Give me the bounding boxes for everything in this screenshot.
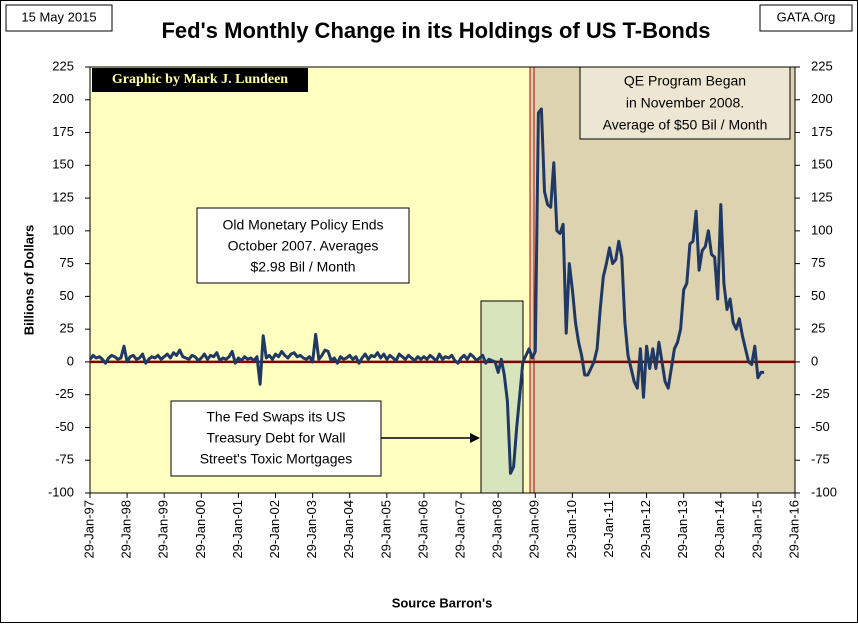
x-tick-label: 29-Jan-10	[564, 500, 579, 559]
annotation: Street's Toxic Mortgages	[200, 451, 353, 467]
y2-tick-label: 225	[811, 58, 833, 73]
y-tick-label: 75	[60, 255, 74, 270]
y-tick-label: 0	[67, 353, 74, 368]
annotation: Treasury Debt for Wall	[207, 430, 346, 446]
y-tick-label: 100	[52, 222, 74, 237]
annotation-box	[196, 207, 410, 284]
y2-tick-label: 200	[811, 91, 833, 106]
x-tick-label: 29-Jan-03	[304, 500, 319, 559]
x-tick-label: 29-Jan-02	[267, 500, 282, 559]
chart-title: Fed's Monthly Change in its Holdings of …	[161, 18, 710, 43]
x-tick-label: 29-Jan-13	[675, 500, 690, 559]
x-tick-label: 29-Jan-97	[81, 500, 96, 559]
date: 15 May 2015	[21, 9, 96, 24]
plot-frame	[89, 66, 796, 494]
y-tick-label: 125	[52, 190, 74, 205]
swap-region	[480, 300, 524, 494]
y2-tick-label: 100	[811, 222, 833, 237]
y-tick-label: -100	[48, 484, 74, 499]
x-tick-label: 29-Jan-05	[378, 500, 393, 559]
annotation: QE Program Began	[624, 73, 746, 89]
x-tick-label: 29-Jan-99	[156, 500, 171, 559]
site: GATA.Org	[777, 9, 836, 24]
y-tick-label: 150	[52, 157, 74, 172]
y-tick-label: 25	[60, 321, 74, 336]
x-tick-label: 29-Jan-15	[749, 500, 764, 559]
annotation: The Fed Swaps its US	[206, 409, 345, 425]
y2-tick-label: 25	[811, 321, 825, 336]
y-axis-label: Billions of Dollars	[21, 225, 36, 336]
x-tick-label: 29-Jan-06	[415, 500, 430, 559]
y-tick-label: -25	[55, 386, 74, 401]
annotation-box	[579, 66, 791, 140]
y2-tick-label: 125	[811, 190, 833, 205]
y2-tick-label: 150	[811, 157, 833, 172]
x-tick-label: 29-Jan-98	[119, 500, 134, 559]
y2-tick-label: -25	[811, 386, 830, 401]
arrow-head	[470, 433, 480, 443]
credit: Graphic by Mark J. Lundeen	[112, 72, 288, 87]
y2-tick-label: 0	[811, 353, 818, 368]
x-tick-label: 29-Jan-16	[786, 500, 801, 559]
annotation: Old Monetary Policy Ends	[222, 217, 383, 233]
annotation: $2.98 Bil / Month	[250, 259, 355, 275]
y-tick-label: -50	[55, 419, 74, 434]
annotation: Average of $50 Bil / Month	[603, 117, 768, 133]
y-tick-label: 50	[60, 288, 74, 303]
y-tick-label: 225	[52, 58, 74, 73]
x-tick-label: 29-Jan-14	[712, 500, 727, 559]
y2-tick-label: 175	[811, 124, 833, 139]
x-axis-label: Source Barron's	[392, 595, 493, 610]
y-tick-label: -75	[55, 452, 74, 467]
credit-box	[92, 68, 308, 92]
x-tick-label: 29-Jan-07	[452, 500, 467, 559]
site-box	[759, 4, 853, 32]
annotation: in November 2008.	[626, 95, 744, 111]
x-tick-label: 29-Jan-09	[527, 500, 542, 559]
x-tick-label: 29-Jan-08	[490, 500, 505, 559]
y2-tick-label: 50	[811, 288, 825, 303]
x-tick-label: 29-Jan-11	[601, 500, 616, 558]
x-tick-label: 29-Jan-00	[193, 500, 208, 559]
date-box	[5, 4, 113, 32]
x-tick-label: 29-Jan-04	[341, 500, 356, 559]
y2-tick-label: -50	[811, 419, 830, 434]
y-tick-label: 200	[52, 91, 74, 106]
annotation: October 2007. Averages	[228, 238, 379, 254]
x-tick-label: 29-Jan-12	[638, 500, 653, 559]
y2-tick-label: 75	[811, 255, 825, 270]
y2-tick-label: -75	[811, 452, 830, 467]
data-line	[88, 107, 765, 475]
x-tick-label: 29-Jan-01	[230, 500, 245, 559]
y-tick-label: 175	[52, 124, 74, 139]
y2-tick-label: -100	[811, 484, 837, 499]
